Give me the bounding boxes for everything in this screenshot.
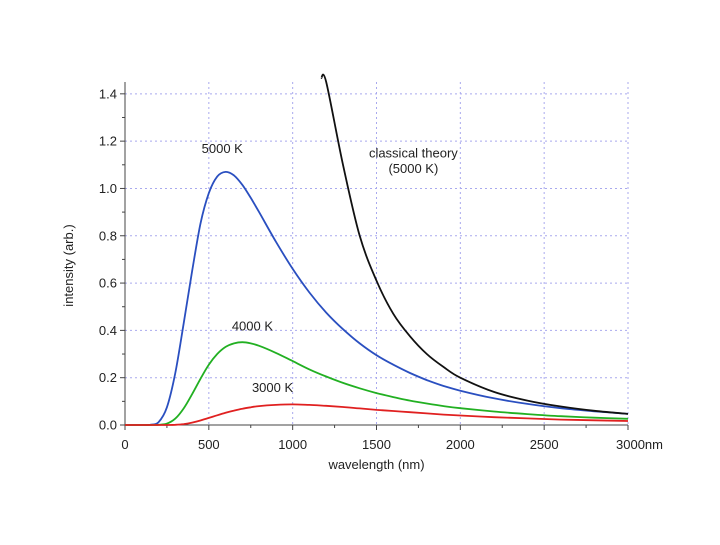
x-tick-label: 1000 [278,437,307,452]
label-5000k: 5000 K [202,141,244,156]
series-classical [320,73,629,415]
y-tick-label: 0.6 [99,276,117,291]
series-4000k [124,341,629,426]
label-3000k: 3000 K [252,380,294,395]
x-tick-label: 500 [198,437,220,452]
y-tick-label: 0.4 [99,323,117,338]
tick-marks: 0 500 1000 1500 2000 2500 3000nm 0.0 0.2 0.4 0.6 0.… [99,86,663,452]
label-4000k: 4000 K [232,318,274,333]
x-tick-label: 1500 [362,437,391,452]
y-tick-label: 0.2 [99,370,117,385]
x-tick-label: 0 [121,437,128,452]
series-5000k [124,170,629,426]
x-tick-label: 3000nm [616,437,663,452]
x-tick-label: 2000 [446,437,475,452]
series-3000k [124,403,629,426]
y-tick-label: 0.8 [99,228,117,243]
grid [125,82,629,425]
y-tick-label: 1.0 [99,181,117,196]
chart-text: wavelength (nm) intensity (arb.) 5000 K … [61,141,458,472]
y-axis-title: intensity (arb.) [61,224,76,306]
label-classical-5000k: (5000 K) [388,161,438,176]
y-tick-label: 1.2 [99,134,117,149]
x-tick-label: 2500 [530,437,559,452]
series-lines [124,73,629,426]
y-tick-label: 1.4 [99,86,117,101]
x-axis-title: wavelength (nm) [327,457,424,472]
y-tick-label: 0.0 [99,418,117,433]
label-classical-theory: classical theory [369,146,458,161]
